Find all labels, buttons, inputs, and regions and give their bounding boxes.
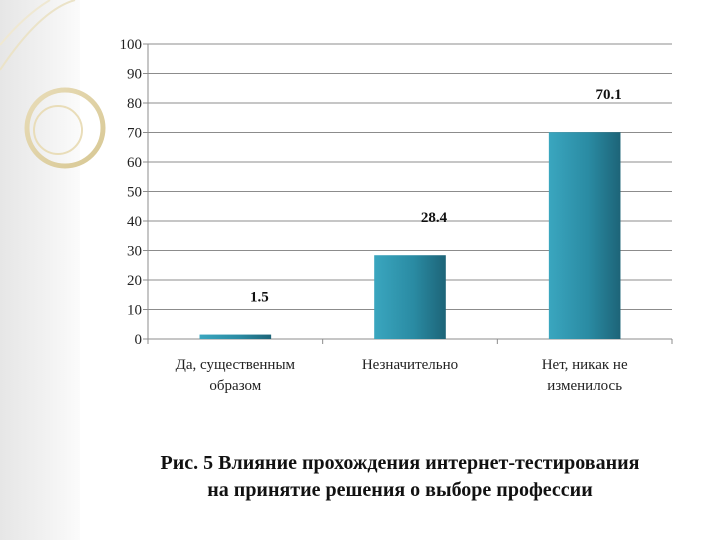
y-tick-label: 0	[135, 332, 143, 348]
y-tick-label: 80	[127, 96, 142, 112]
y-tick-label: 50	[127, 185, 142, 201]
y-tick-label: 10	[127, 303, 142, 319]
y-tick-label: 70	[127, 126, 142, 142]
x-category-label: Да, существенным	[176, 357, 296, 373]
figure-caption: Рис. 5 Влияние прохождения интернет-тест…	[100, 450, 700, 504]
y-tick-label: 60	[127, 155, 142, 171]
bars	[199, 132, 621, 339]
bar	[374, 255, 446, 339]
y-tick-label: 40	[127, 214, 142, 230]
caption-line-2: на принятие решения о выборе профессии	[207, 479, 593, 501]
bar	[199, 334, 272, 339]
y-tick-label: 90	[127, 67, 142, 83]
data-label: 28.4	[421, 210, 448, 226]
x-category-label: Нет, никак не	[542, 357, 628, 373]
axes	[143, 43, 673, 344]
y-tick-label: 30	[127, 244, 142, 260]
labels: 0 10 20 30 40 50 60 70 80 90 100 1.5 Да, существенны…	[120, 37, 628, 394]
caption-line-1: Рис. 5 Влияние прохождения интернет-тест…	[160, 452, 640, 474]
decorative-ornament	[0, 0, 106, 169]
data-label: 1.5	[250, 290, 269, 306]
y-tick-label: 100	[120, 37, 143, 53]
x-category-label: изменилось	[547, 378, 622, 394]
x-category-label: образом	[209, 378, 261, 394]
bar	[548, 132, 621, 339]
y-tick-label: 20	[127, 273, 142, 289]
data-label: 70.1	[596, 87, 622, 103]
x-category-label: Незначительно	[362, 357, 458, 373]
